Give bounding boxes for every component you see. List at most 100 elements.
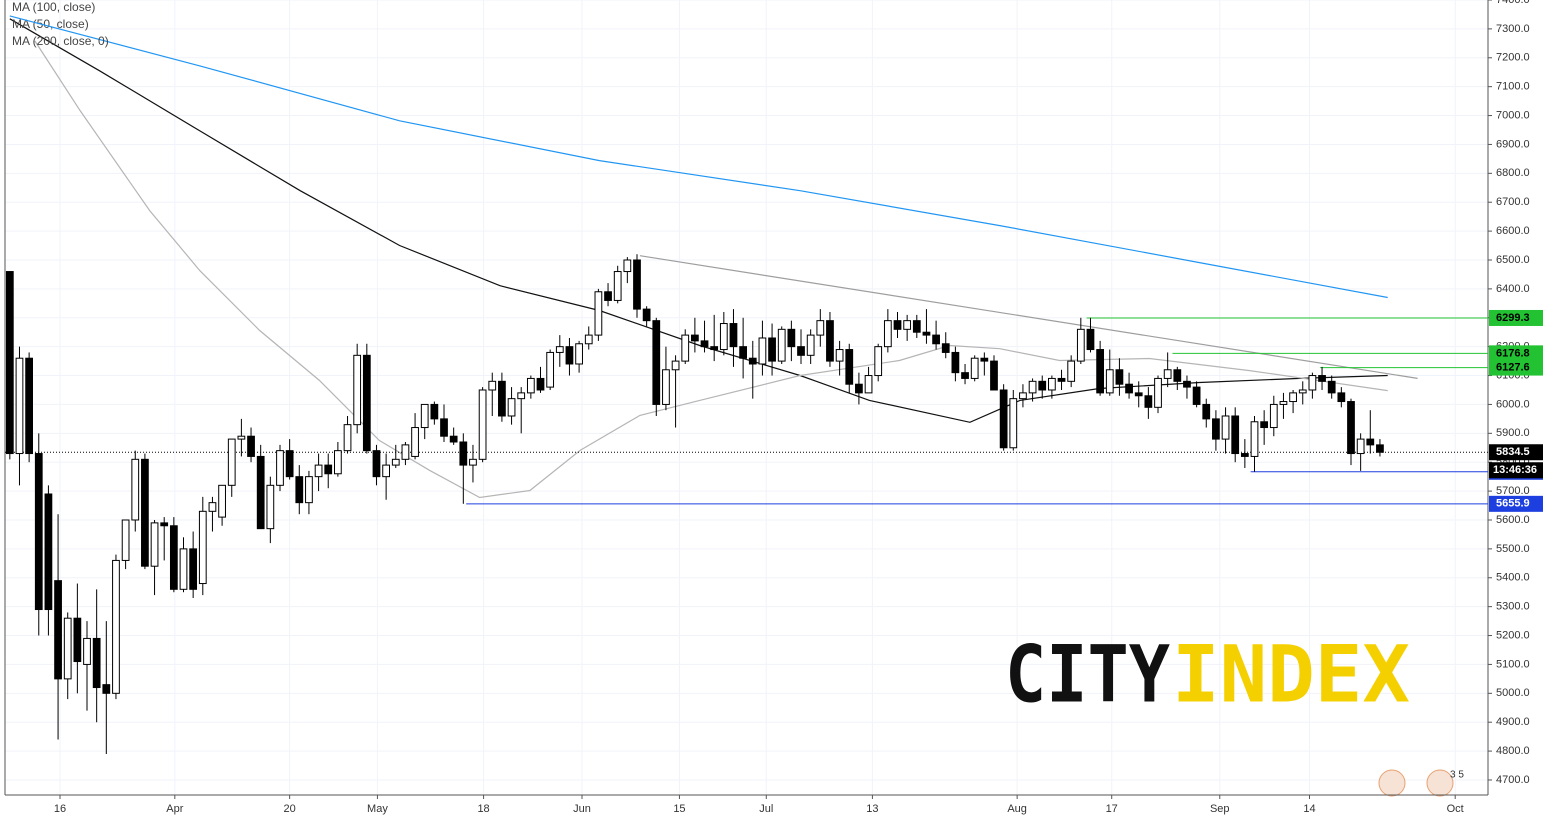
- candle-body: [845, 349, 854, 385]
- candle-body: [546, 351, 555, 388]
- y-tick-label: 6400.0: [1496, 283, 1530, 295]
- candle-body: [449, 435, 458, 443]
- candle-body: [121, 519, 130, 561]
- y-tick-label: 5300.0: [1496, 601, 1530, 613]
- candle-body: [864, 375, 873, 394]
- x-tick-label: May: [367, 803, 388, 815]
- y-tick-label: 5200.0: [1496, 629, 1530, 641]
- candle-body: [1308, 375, 1317, 391]
- candle-body: [932, 334, 940, 345]
- candle-body: [112, 559, 120, 694]
- candle-body: [604, 291, 612, 301]
- candle-body: [1337, 392, 1346, 403]
- candle-body: [555, 346, 564, 353]
- x-tick-label: 20: [284, 803, 296, 815]
- flag-icon: [1378, 769, 1406, 797]
- x-tick-label: Sep: [1210, 803, 1230, 815]
- candle-body: [440, 418, 448, 437]
- candle-body: [343, 424, 352, 452]
- candle-body: [131, 458, 140, 521]
- level-label-box: [1489, 495, 1543, 512]
- candle-body: [691, 334, 699, 342]
- y-tick-label: 5500.0: [1496, 543, 1530, 555]
- candle-body: [681, 334, 690, 362]
- candle-body: [922, 331, 931, 336]
- candle-body: [980, 357, 989, 362]
- candle-body: [237, 435, 246, 440]
- candle-body: [488, 380, 497, 391]
- moving-average-line: [9, 15, 1388, 299]
- candle-body: [63, 617, 72, 680]
- candle-body: [758, 337, 767, 365]
- level-label: 5834.5: [1496, 446, 1530, 458]
- y-tick-label: 5100.0: [1496, 658, 1530, 670]
- y-tick-label: 6600.0: [1496, 225, 1530, 237]
- candle-body: [1067, 360, 1076, 382]
- candle-body: [353, 354, 362, 426]
- candle-body: [305, 476, 313, 504]
- candle-body: [1192, 386, 1201, 405]
- candle-body: [324, 464, 333, 475]
- x-tick-label: 15: [673, 803, 685, 815]
- candle-body: [478, 389, 487, 460]
- x-tick-label: 17: [1106, 803, 1118, 815]
- candle-body: [54, 580, 62, 680]
- candle-body: [893, 320, 902, 330]
- candle-body: [208, 502, 217, 512]
- candle-body: [1173, 369, 1182, 382]
- candle-body: [710, 346, 719, 351]
- watermark: CITY: [1005, 630, 1170, 720]
- candle-body: [189, 548, 198, 590]
- level-label: 6299.3: [1496, 312, 1530, 324]
- candle-body: [498, 380, 506, 417]
- candle-body: [198, 510, 207, 585]
- legend-entry: MA (50, close): [12, 17, 89, 31]
- candle-body: [739, 346, 747, 359]
- candle-body: [150, 522, 159, 567]
- candle-body: [797, 346, 805, 356]
- candle-body: [382, 464, 390, 478]
- candle-body: [179, 548, 188, 590]
- candle-body: [1269, 403, 1278, 429]
- legend-entry: MA (100, close): [12, 0, 95, 14]
- y-tick-label: 4800.0: [1496, 745, 1530, 757]
- y-tick-label: 4900.0: [1496, 716, 1530, 728]
- candle-body: [1048, 377, 1056, 391]
- candle-body: [1028, 380, 1037, 394]
- y-tick-label: 7200.0: [1496, 52, 1530, 64]
- candle-body: [15, 357, 24, 455]
- candle-body: [1298, 389, 1307, 394]
- y-tick-label: 5400.0: [1496, 572, 1530, 584]
- candle-body: [662, 369, 670, 405]
- candle-body: [430, 403, 439, 420]
- candle-body: [1163, 369, 1172, 379]
- candle-body: [1076, 328, 1085, 362]
- y-tick-label: 6700.0: [1496, 196, 1530, 208]
- candle-body: [295, 476, 304, 504]
- y-tick-label: 6900.0: [1496, 138, 1530, 150]
- candle-body: [469, 458, 477, 466]
- candle-body: [507, 398, 516, 417]
- candle-body: [768, 337, 776, 362]
- candle-body: [1154, 377, 1162, 408]
- candle-body: [227, 438, 236, 486]
- candle-body: [883, 320, 892, 348]
- candle-body: [5, 271, 14, 455]
- x-tick-label: 13: [866, 803, 878, 815]
- candle-body: [1347, 401, 1355, 455]
- candle-body: [1240, 453, 1249, 457]
- level-label: 5655.9: [1496, 498, 1530, 510]
- candle-body: [1057, 377, 1066, 382]
- candle-body: [787, 328, 796, 348]
- candle-body: [420, 403, 429, 429]
- candle-body: [160, 522, 169, 527]
- candle-body: [1221, 415, 1230, 440]
- candle-body: [970, 357, 979, 379]
- candle-body: [1019, 392, 1027, 400]
- background-layer: [5, 0, 1488, 795]
- candle-body: [990, 360, 998, 391]
- level-label: 6176.8: [1496, 347, 1530, 359]
- level-label-box: [1489, 444, 1543, 461]
- candle-body: [575, 343, 583, 365]
- flag-icon: [1426, 769, 1454, 797]
